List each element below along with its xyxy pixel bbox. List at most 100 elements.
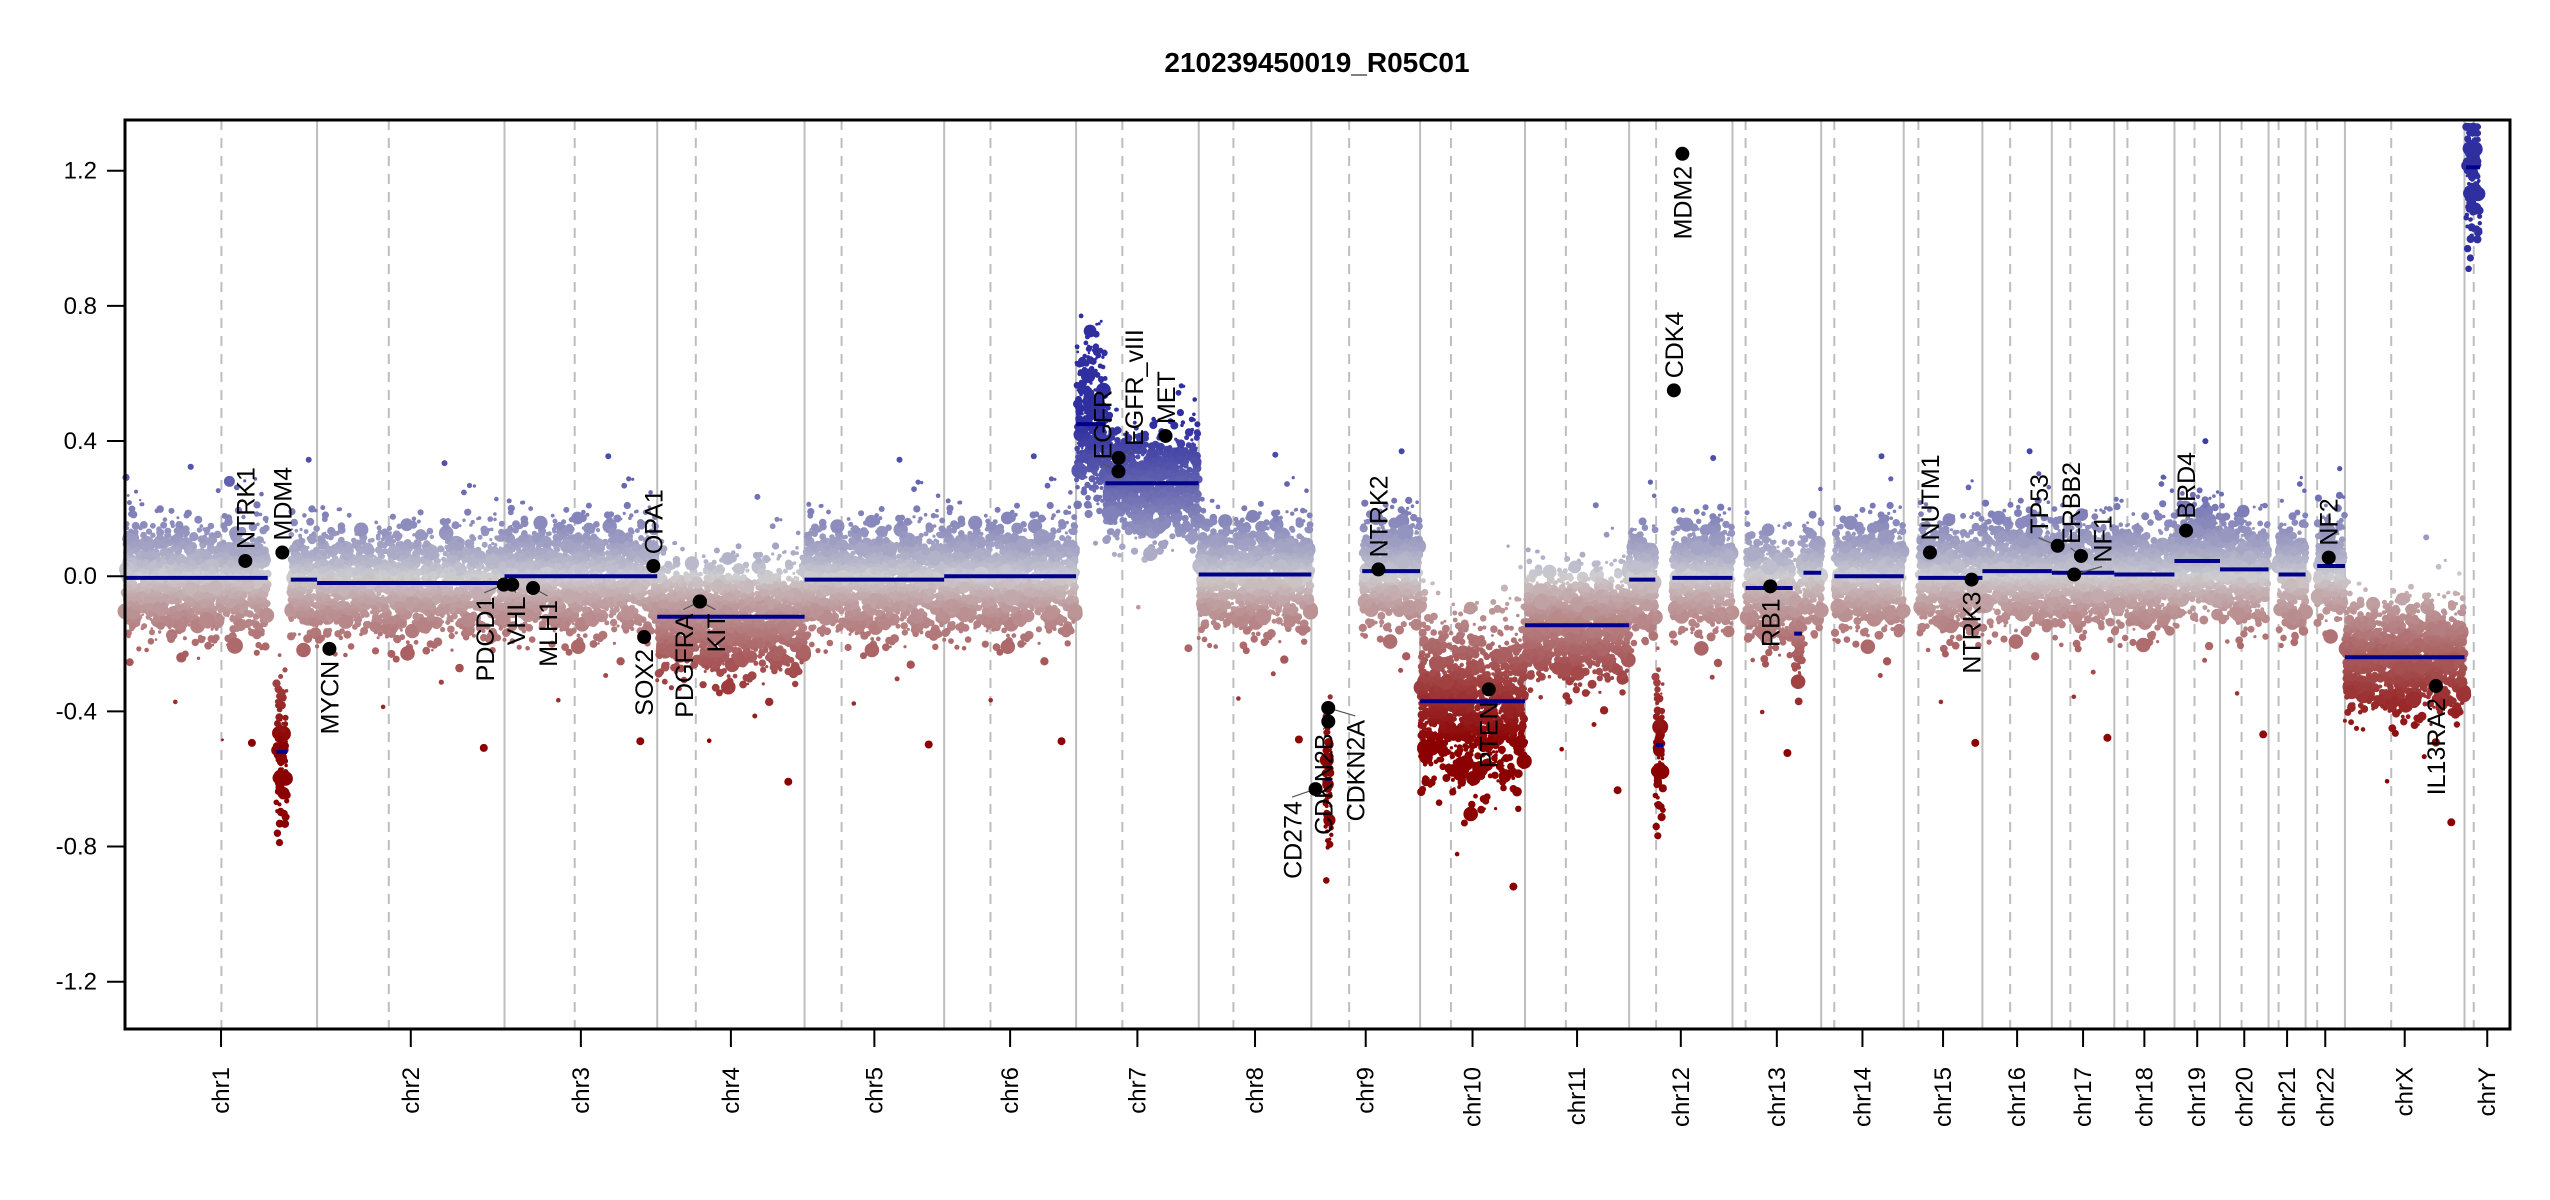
probe-point: [497, 534, 506, 542]
probe-point: [347, 562, 352, 567]
probe-point: [337, 600, 347, 610]
probe-point: [399, 620, 407, 628]
probe-point: [144, 603, 154, 612]
probe-point: [219, 567, 224, 572]
chart-title: 210239450019_R05C01: [1164, 47, 1469, 78]
probe-point: [469, 544, 475, 550]
probe-point: [157, 585, 165, 592]
probe-point: [302, 513, 307, 518]
probe-point: [147, 638, 155, 645]
probe-point: [334, 556, 339, 560]
probe-point: [206, 537, 215, 546]
probe-point: [150, 595, 158, 603]
probe-point: [375, 585, 382, 592]
probe-point: [302, 549, 310, 557]
probe-point: [426, 558, 430, 561]
probe-point: [131, 550, 136, 554]
probe-point: [266, 573, 270, 576]
probe-point: [313, 534, 317, 538]
probe-point: [156, 557, 161, 563]
probe-point: [442, 585, 449, 593]
probe-point: [398, 607, 406, 615]
probe-point: [200, 543, 205, 549]
probe-point: [498, 593, 503, 597]
probe-point: [178, 581, 186, 589]
probe-point: [310, 600, 314, 604]
probe-point: [275, 755, 280, 760]
probe-point: [131, 622, 138, 628]
probe-point: [174, 556, 177, 560]
probe-point: [371, 647, 380, 655]
probe-point: [612, 641, 617, 645]
probe-point: [174, 549, 178, 553]
probe-point: [393, 635, 402, 644]
probe-point: [320, 505, 326, 511]
probe-point: [303, 594, 312, 602]
probe-point: [437, 558, 441, 562]
probe-point: [179, 618, 185, 623]
probe-point: [154, 570, 159, 575]
probe-point: [317, 542, 321, 547]
probe-point: [176, 516, 180, 520]
probe-point: [333, 552, 337, 556]
probe-point: [253, 601, 257, 605]
probe-point: [167, 625, 172, 630]
probe-point: [447, 590, 453, 595]
probe-point: [169, 586, 175, 592]
probe-point: [217, 597, 223, 602]
probe-point: [295, 553, 304, 561]
probe-point: [435, 567, 443, 575]
probe-point: [377, 551, 384, 558]
probe-point: [173, 621, 180, 628]
probe-point: [476, 567, 482, 572]
probe-point: [295, 551, 298, 554]
probe-point: [487, 547, 494, 555]
probe-point: [309, 520, 313, 524]
probe-point: [297, 586, 302, 591]
probe-point: [324, 531, 327, 534]
probe-point: [334, 611, 342, 619]
probe-point: [445, 564, 449, 568]
probe-point: [147, 549, 152, 553]
probe-point: [297, 599, 302, 604]
probe-point: [313, 508, 318, 513]
probe-point: [280, 719, 283, 722]
probe-point: [450, 648, 454, 652]
probe-point: [297, 591, 305, 598]
probe-point: [571, 622, 575, 625]
probe-point: [195, 602, 201, 608]
probe-point: [444, 540, 448, 544]
probe-point: [298, 612, 304, 618]
probe-point: [385, 585, 389, 589]
probe-point: [377, 631, 383, 637]
probe-point: [139, 502, 144, 507]
probe-point: [381, 562, 389, 570]
probe-point: [437, 618, 443, 623]
probe-point: [306, 564, 313, 572]
probe-point: [491, 575, 498, 582]
probe-point: [383, 596, 391, 604]
probe-point: [177, 529, 184, 537]
probe-point: [289, 546, 295, 552]
probe-point: [134, 489, 138, 494]
probe-point: [173, 699, 178, 705]
probe-point: [183, 567, 187, 571]
probe-point: [253, 619, 256, 622]
probe-point: [299, 568, 305, 574]
probe-point: [325, 533, 329, 537]
probe-point: [165, 565, 169, 569]
probe-point: [359, 590, 365, 596]
probe-point: [413, 639, 419, 645]
probe-point: [418, 548, 424, 553]
probe-point: [425, 610, 431, 616]
probe-point: [412, 533, 416, 537]
probe-point: [424, 588, 429, 593]
probe-point: [160, 524, 164, 528]
probe-point: [305, 456, 312, 463]
probe-point: [376, 525, 382, 531]
probe-point: [323, 620, 329, 625]
probe-point: [377, 558, 383, 564]
probe-point: [487, 528, 491, 532]
probe-point: [414, 577, 418, 581]
probe-point: [176, 590, 184, 598]
